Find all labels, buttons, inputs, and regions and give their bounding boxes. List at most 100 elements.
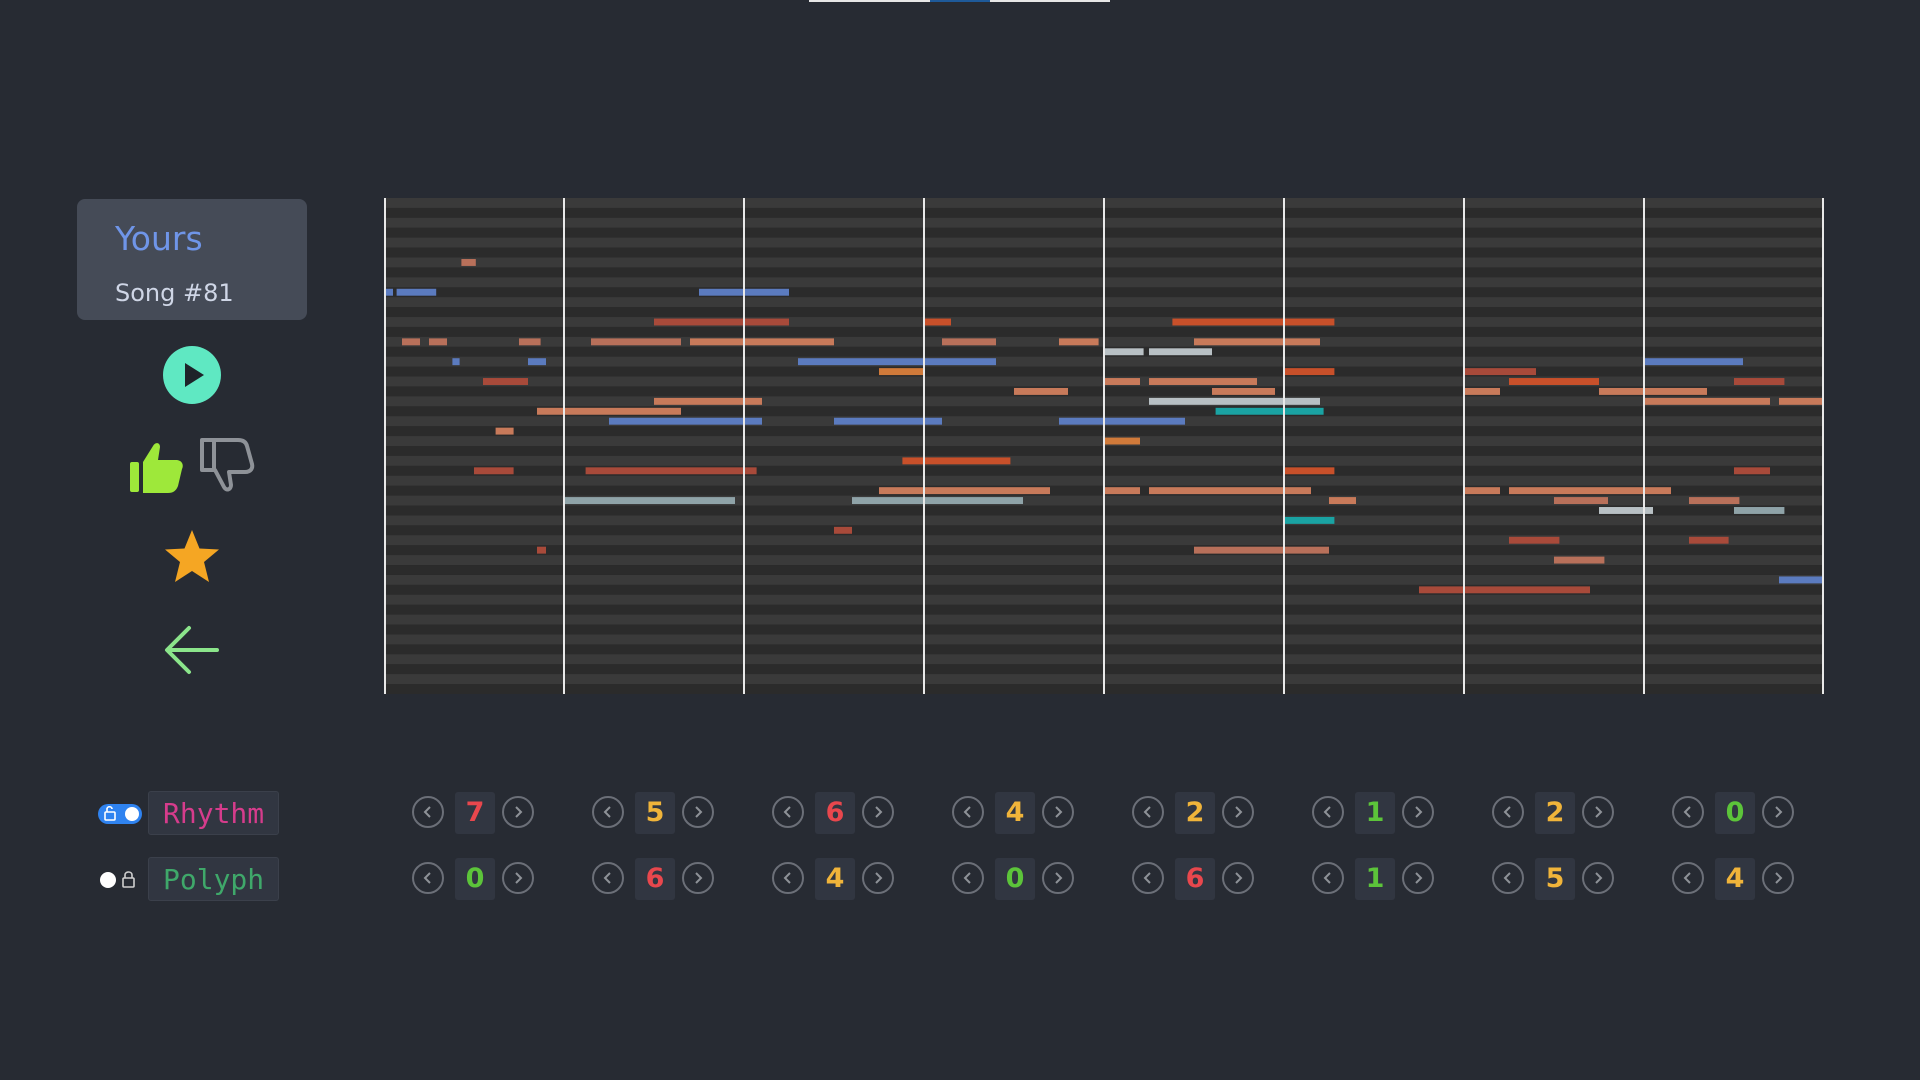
note[interactable] [1212,387,1275,395]
decrement-button[interactable] [1492,862,1524,894]
note[interactable] [537,407,681,415]
note[interactable] [924,318,951,326]
note[interactable] [474,467,514,475]
increment-button[interactable] [682,862,714,894]
note[interactable] [1284,467,1335,475]
increment-button[interactable] [1402,796,1434,828]
note[interactable] [519,338,541,346]
increment-button[interactable] [862,862,894,894]
note[interactable] [654,318,708,326]
note[interactable] [1509,536,1560,544]
note[interactable] [708,318,789,326]
note[interactable] [1464,387,1500,395]
note[interactable] [690,338,834,346]
increment-button[interactable] [1222,796,1254,828]
decrement-button[interactable] [1492,796,1524,828]
polyph-lock-toggle[interactable] [97,869,143,891]
decrement-button[interactable] [592,862,624,894]
note[interactable] [1689,536,1729,544]
note[interactable] [879,368,924,376]
note[interactable] [1554,497,1608,505]
increment-button[interactable] [1042,796,1074,828]
favorite-button[interactable] [163,528,221,586]
note[interactable] [798,358,996,366]
increment-button[interactable] [1042,862,1074,894]
note[interactable] [429,338,447,346]
note[interactable] [1284,368,1335,376]
note[interactable] [1779,397,1824,405]
note[interactable] [1554,556,1605,564]
note[interactable] [495,427,514,435]
note[interactable] [1014,387,1068,395]
piano-roll[interactable] [384,198,1824,694]
increment-button[interactable] [682,796,714,828]
note[interactable] [834,526,852,534]
back-button[interactable] [163,624,221,676]
note[interactable] [1509,378,1599,385]
decrement-button[interactable] [1672,796,1704,828]
note[interactable] [1104,487,1140,495]
note[interactable] [942,338,996,346]
note[interactable] [1644,358,1743,366]
note[interactable] [1464,368,1536,376]
note[interactable] [483,378,528,385]
decrement-button[interactable] [952,796,984,828]
note[interactable] [1734,467,1770,475]
note[interactable] [1464,487,1500,495]
note[interactable] [1104,378,1140,385]
note[interactable] [902,457,1011,465]
decrement-button[interactable] [412,862,444,894]
note[interactable] [396,288,437,296]
dislike-button[interactable] [198,436,256,496]
note[interactable] [452,358,460,366]
note[interactable] [585,467,757,475]
decrement-button[interactable] [772,862,804,894]
note[interactable] [591,338,681,346]
increment-button[interactable] [502,862,534,894]
note[interactable] [1172,318,1335,326]
note[interactable] [834,417,942,425]
increment-button[interactable] [502,796,534,828]
note[interactable] [1734,507,1785,514]
increment-button[interactable] [1762,796,1794,828]
note[interactable] [528,358,546,366]
note[interactable] [1059,417,1185,425]
note[interactable] [1599,507,1653,514]
note[interactable] [537,546,546,554]
increment-button[interactable] [1402,862,1434,894]
play-button[interactable] [163,346,221,404]
note[interactable] [1779,576,1824,584]
note[interactable] [461,259,476,266]
note[interactable] [402,338,420,346]
note[interactable] [1329,497,1356,505]
decrement-button[interactable] [1312,862,1344,894]
increment-button[interactable] [1582,862,1614,894]
note[interactable] [1059,338,1099,346]
like-button[interactable] [128,436,186,496]
note[interactable] [1419,586,1590,594]
note[interactable] [1215,407,1324,415]
decrement-button[interactable] [952,862,984,894]
note[interactable] [1194,546,1329,554]
decrement-button[interactable] [592,796,624,828]
note[interactable] [1284,516,1335,524]
note[interactable] [1599,387,1707,395]
note[interactable] [1194,338,1320,346]
decrement-button[interactable] [772,796,804,828]
increment-button[interactable] [1582,796,1614,828]
note[interactable] [1104,348,1144,356]
increment-button[interactable] [1222,862,1254,894]
note[interactable] [1149,487,1311,495]
note[interactable] [609,417,762,425]
decrement-button[interactable] [1132,862,1164,894]
increment-button[interactable] [862,796,894,828]
decrement-button[interactable] [1312,796,1344,828]
note[interactable] [1149,378,1257,385]
note[interactable] [564,497,735,505]
note[interactable] [1149,397,1320,405]
piano-roll-canvas[interactable] [384,198,1824,694]
rhythm-lock-toggle[interactable] [97,803,143,825]
note[interactable] [1734,378,1785,385]
note[interactable] [852,497,1023,505]
note[interactable] [654,397,762,405]
